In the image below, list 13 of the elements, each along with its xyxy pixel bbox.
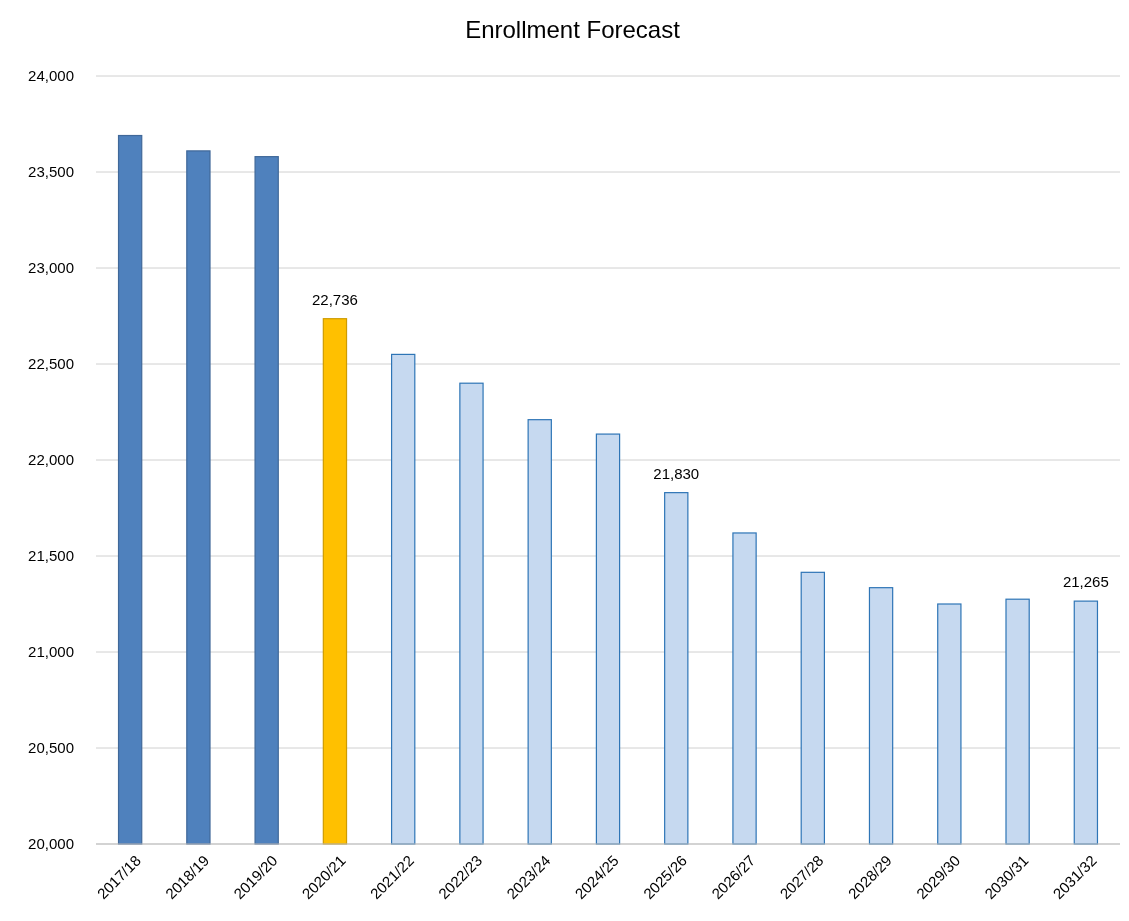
y-tick-label: 20,500: [28, 739, 74, 757]
data-label: 21,830: [653, 464, 700, 482]
y-tick-label: 20,000: [28, 835, 74, 853]
chart-title: Enrollment Forecast: [465, 16, 681, 43]
y-tick-label: 22,500: [28, 355, 74, 373]
y-tick-label: 21,000: [28, 643, 74, 661]
y-tick-label: 23,500: [28, 163, 74, 181]
data-label: 22,736: [311, 290, 358, 308]
y-tick-label: 24,000: [28, 67, 74, 85]
y-tick-label: 22,000: [28, 451, 74, 469]
y-tick-label: 21,500: [28, 547, 74, 565]
y-tick-label: 23,000: [28, 259, 74, 277]
data-label: 21,265: [1062, 573, 1109, 591]
